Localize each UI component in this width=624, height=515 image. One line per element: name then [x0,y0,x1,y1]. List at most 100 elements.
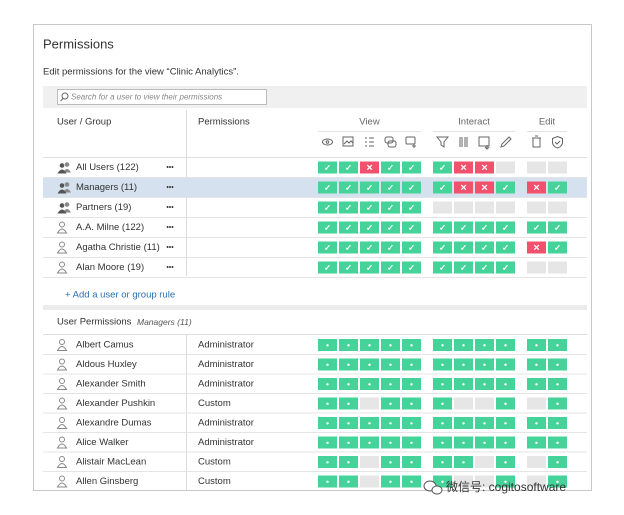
permission-cell [402,436,421,449]
column-header: Permissions [198,117,250,128]
permission-cell [496,397,515,410]
permission-glyph: ✓ [345,202,352,212]
permission-glyph: • [556,418,559,428]
permission-cell [454,201,473,214]
permission-glyph: ✕ [533,242,540,252]
icon-part [59,436,65,443]
permission-glyph: • [389,457,392,467]
user-name: Alexander Smith [76,379,146,390]
permission-cell [402,397,421,410]
permission-cell [339,339,358,351]
user-permission: Administrator [198,379,254,390]
permission-cell [527,475,546,488]
permission-glyph: • [462,418,465,428]
add-rule-link[interactable]: + Add a user or group rule [65,290,175,301]
icon-part [56,424,68,429]
permission-glyph: • [347,379,350,389]
permission-cell [381,161,400,174]
permission-glyph: ✓ [345,242,352,252]
icon-part [59,378,65,384]
user-icon [56,475,68,488]
permission-cell [318,261,337,274]
permission-glyph: ✓ [502,182,509,192]
permission-cell [360,181,379,194]
permission-cell [318,475,337,488]
icon-part [57,169,67,174]
rule-name: Agatha Christie (11) [76,242,160,253]
permission-cell [339,397,358,410]
permission-cell [402,358,421,371]
permission-cell [475,378,494,390]
icon-part [56,482,68,488]
permission-cell [339,201,358,214]
search-placeholder: Search for a user to view their permissi… [71,93,222,102]
permission-cell [339,456,358,468]
permission-glyph: • [504,418,507,428]
permission-glyph: • [441,476,444,486]
permission-glyph: ✓ [502,222,509,232]
permission-glyph: • [326,398,329,408]
permission-cell [496,161,515,174]
user-permission: Administrator [198,437,254,448]
permission-glyph: • [535,359,538,369]
permission-cell [475,221,494,234]
permission-glyph: ✕ [481,182,488,192]
permission-cell [360,456,379,468]
row-menu[interactable]: ••• [166,164,174,171]
permission-cell [548,475,567,488]
permission-cell [454,181,473,194]
permission-glyph: ✓ [387,182,394,192]
permission-cell [360,358,379,371]
permission-cell [318,221,337,234]
row-menu[interactable]: ••• [166,224,174,231]
group-icon [57,182,71,194]
permission-glyph: ✓ [324,242,331,252]
permission-cell [475,241,494,254]
permission-cell [496,339,515,351]
permission-cell [339,261,358,274]
permission-glyph: • [556,379,559,389]
permission-cell [527,241,546,254]
permission-cell [475,436,494,449]
row-menu[interactable]: ••• [166,264,174,271]
permission-cell [496,475,515,488]
permission-cell [318,201,337,214]
permission-cell [318,456,337,468]
permission-glyph: ✓ [366,222,373,232]
row-menu[interactable]: ••• [166,204,174,211]
permission-glyph: ✓ [324,262,331,272]
permission-cell [527,397,546,410]
icon-part [59,475,65,482]
permission-cell [402,241,421,254]
permission-cell [402,417,421,429]
icon-part [57,189,67,194]
permission-cell [433,339,452,351]
permission-glyph: • [389,437,392,447]
permission-cell [475,181,494,194]
permission-cell [496,221,515,234]
permission-glyph: • [483,418,486,428]
permission-glyph: • [410,457,413,467]
permission-glyph: • [535,379,538,389]
permission-glyph: ✓ [324,182,331,192]
user-icon [56,241,68,254]
rule-name: Partners (19) [76,202,131,213]
permission-cell [318,417,337,429]
permission-cell [339,241,358,254]
permission-cell [433,181,452,194]
permission-glyph: • [368,359,371,369]
icon-part [56,365,68,371]
row-menu[interactable]: ••• [166,184,174,191]
permission-cell [339,221,358,234]
search-input[interactable] [57,89,267,105]
permission-cell [496,181,515,194]
permission-glyph: ✓ [408,262,415,272]
row-menu[interactable]: ••• [166,244,174,251]
watermark: 微信号: cogitosoftware [446,480,566,494]
permission-glyph: • [347,359,350,369]
permission-glyph: • [368,379,371,389]
permission-glyph: ✓ [439,242,446,252]
permission-glyph: • [410,379,413,389]
permission-glyph: • [347,340,350,350]
